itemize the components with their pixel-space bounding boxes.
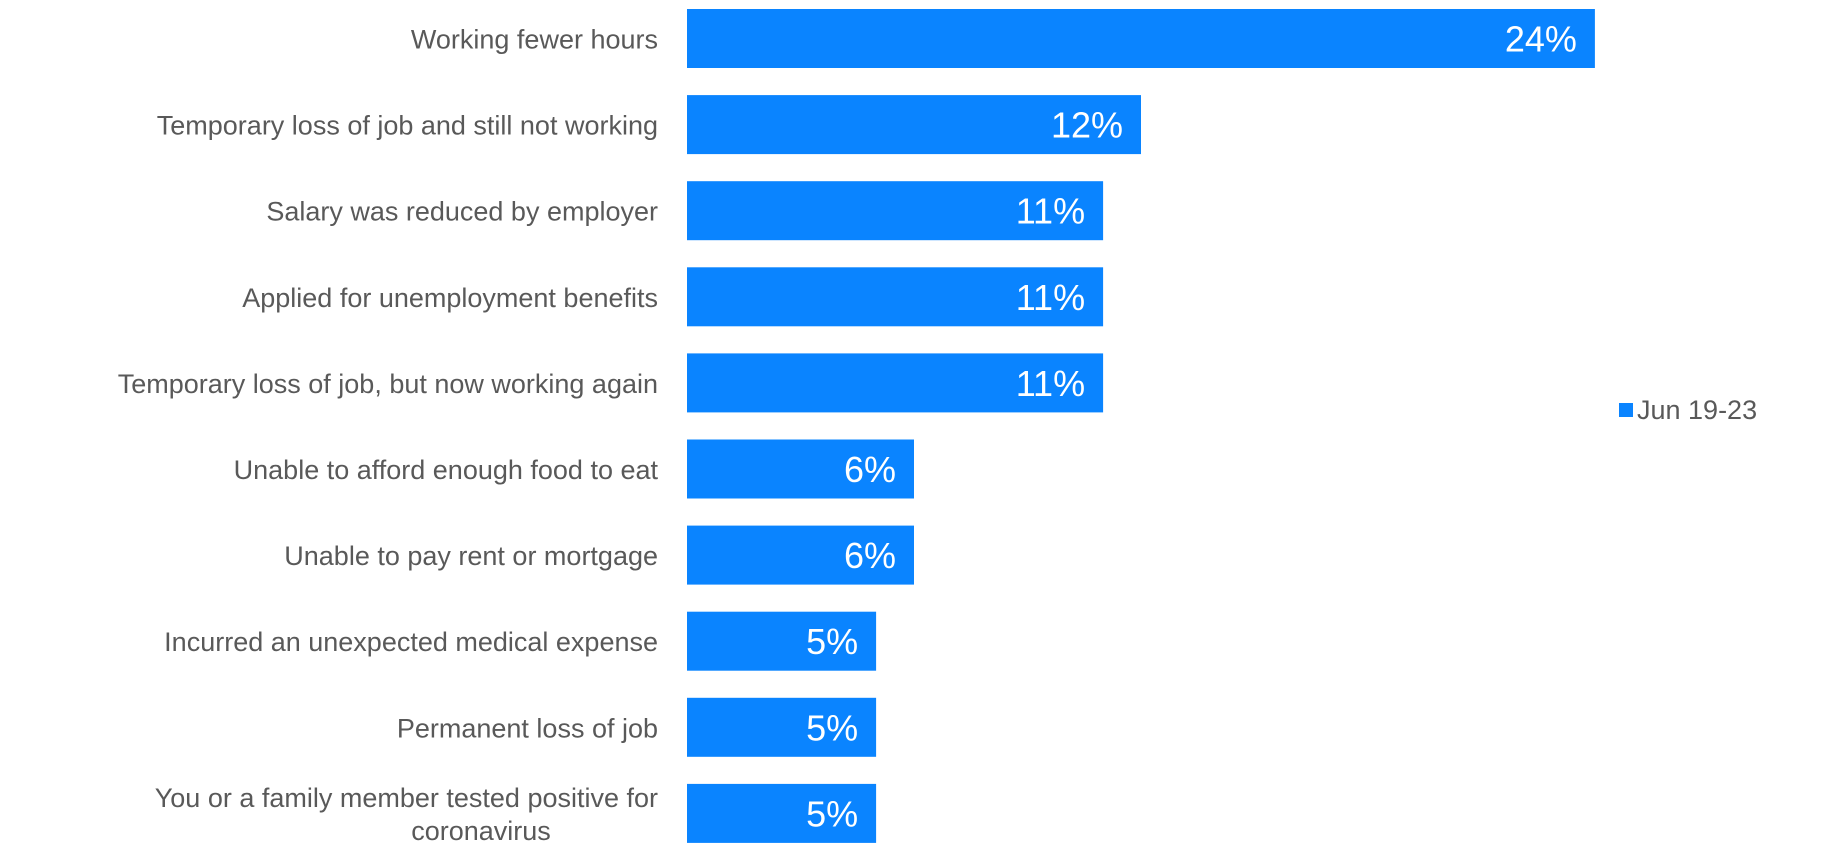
data-label: 11% xyxy=(1016,277,1085,318)
bar xyxy=(687,9,1595,68)
data-label: 11% xyxy=(1016,191,1085,232)
data-labels: 24% 12% 11% 11% 11% 6% 6% 5% 5% 5% xyxy=(806,19,1577,835)
bar xyxy=(687,181,1104,241)
category-label: Temporary loss of job, but now working a… xyxy=(118,369,658,399)
data-label: 5% xyxy=(806,621,858,662)
data-label: 6% xyxy=(844,449,896,490)
category-label: You or a family member tested positive f… xyxy=(155,783,658,846)
data-label: 11% xyxy=(1016,363,1085,404)
data-label: 24% xyxy=(1505,19,1577,60)
data-label: 5% xyxy=(806,793,858,834)
category-label: Unable to afford enough food to eat xyxy=(234,455,659,485)
category-label: Unable to pay rent or mortgage xyxy=(284,541,658,571)
category-label: Temporary loss of job and still not work… xyxy=(157,111,658,141)
data-label: 5% xyxy=(806,707,858,748)
bar xyxy=(687,525,914,585)
category-label: Incurred an unexpected medical expense xyxy=(164,627,658,657)
bars xyxy=(687,9,1595,843)
category-label: Permanent loss of job xyxy=(397,713,658,743)
legend-label: Jun 19-23 xyxy=(1637,395,1757,425)
bar xyxy=(687,611,877,671)
bar xyxy=(687,697,877,757)
bar xyxy=(687,267,1104,327)
data-label: 12% xyxy=(1051,105,1123,146)
category-label: Working fewer hours xyxy=(411,25,658,55)
bar xyxy=(687,439,914,499)
category-labels: Working fewer hours Temporary loss of job… xyxy=(118,25,659,846)
bar xyxy=(687,95,1141,155)
category-label: Salary was reduced by employer xyxy=(266,197,658,227)
category-label: Applied for unemployment benefits xyxy=(242,283,658,313)
data-label: 6% xyxy=(844,535,896,576)
legend-swatch xyxy=(1619,403,1633,417)
bar xyxy=(687,783,877,843)
bar xyxy=(687,353,1104,413)
legend: Jun 19-23 xyxy=(1619,395,1757,425)
